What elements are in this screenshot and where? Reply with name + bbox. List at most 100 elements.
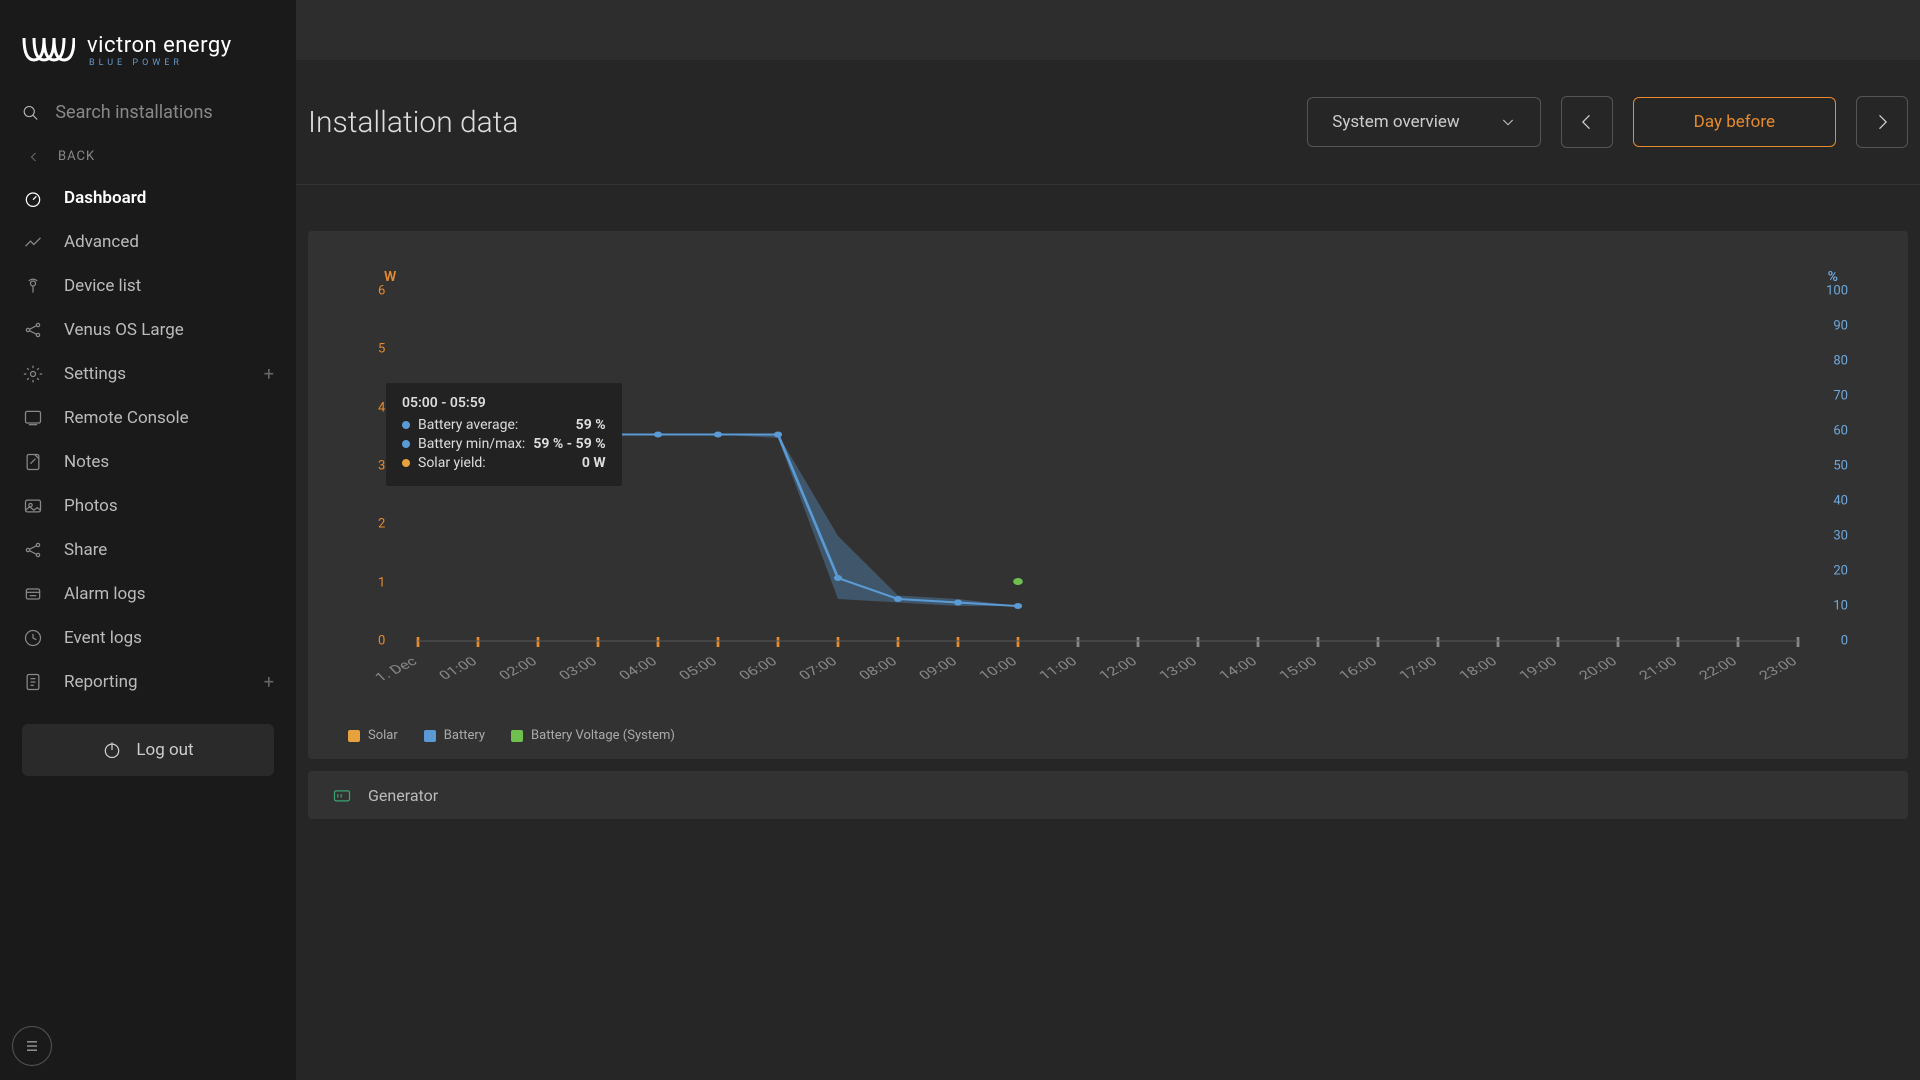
svg-text:14:00: 14:00 bbox=[1216, 654, 1261, 683]
brand-name: victron energy bbox=[87, 33, 232, 58]
svg-text:17:00: 17:00 bbox=[1396, 654, 1441, 683]
legend-item[interactable]: Battery Voltage (System) bbox=[511, 728, 675, 743]
y-right-tick: 30 bbox=[1833, 529, 1848, 544]
venus-icon bbox=[22, 319, 44, 341]
tooltip-row: Battery average:59 % bbox=[402, 417, 606, 433]
topbar bbox=[296, 0, 1920, 60]
nav-item-alarm-logs[interactable]: Alarm logs bbox=[0, 572, 296, 616]
power-icon bbox=[102, 740, 122, 760]
settings-icon bbox=[22, 363, 44, 385]
nav-label: Advanced bbox=[64, 232, 139, 252]
nav-item-dashboard[interactable]: Dashboard bbox=[0, 176, 296, 220]
nav-item-remote-console[interactable]: Remote Console bbox=[0, 396, 296, 440]
svg-text:08:00: 08:00 bbox=[856, 654, 901, 683]
brand-logo: victron energy BLUE POWER bbox=[0, 0, 296, 90]
y-left-tick: 5 bbox=[378, 342, 385, 357]
svg-text:18:00: 18:00 bbox=[1456, 654, 1501, 683]
svg-text:20:00: 20:00 bbox=[1576, 654, 1621, 683]
chart-tooltip: 05:00 - 05:59 Battery average:59 % Batter… bbox=[386, 383, 622, 486]
nav-label: Event logs bbox=[64, 628, 142, 648]
svg-text:06:00: 06:00 bbox=[736, 654, 781, 683]
nav-item-venus-os-large[interactable]: Venus OS Large bbox=[0, 308, 296, 352]
y-left-tick: 3 bbox=[378, 459, 385, 474]
nav-item-event-logs[interactable]: Event logs bbox=[0, 616, 296, 660]
y-right-tick: 60 bbox=[1833, 424, 1848, 439]
chart-plot[interactable]: 1. Dec01:0002:0003:0004:0005:0006:0007:0… bbox=[418, 291, 1798, 641]
view-dropdown[interactable]: System overview bbox=[1307, 97, 1540, 147]
nav-label: Device list bbox=[64, 276, 141, 296]
y-left-tick: 1 bbox=[378, 575, 385, 590]
svg-text:16:00: 16:00 bbox=[1336, 654, 1381, 683]
generator-card[interactable]: Generator bbox=[308, 771, 1908, 819]
page-header: Installation data System overview Day be… bbox=[296, 60, 1920, 185]
chart-card: W % 0123456 0102030405060708090100 1. De… bbox=[308, 231, 1908, 759]
next-day-button[interactable] bbox=[1856, 96, 1908, 148]
y-left-tick: 0 bbox=[378, 634, 385, 649]
day-before-label: Day before bbox=[1694, 112, 1775, 132]
nav-item-share[interactable]: Share bbox=[0, 528, 296, 572]
nav-label: Remote Console bbox=[64, 408, 189, 428]
y-right-tick: 10 bbox=[1833, 599, 1848, 614]
nav-list: Dashboard Advanced Device list Venus OS Lar… bbox=[0, 176, 296, 704]
nav-label: Alarm logs bbox=[64, 584, 146, 604]
nav-item-settings[interactable]: Settings+ bbox=[0, 352, 296, 396]
y-right-tick: 80 bbox=[1833, 354, 1848, 369]
svg-text:15:00: 15:00 bbox=[1276, 654, 1321, 683]
search-row[interactable] bbox=[0, 90, 296, 135]
notes-icon bbox=[22, 451, 44, 473]
nav-label: Notes bbox=[64, 452, 109, 472]
dashboard-icon bbox=[22, 187, 44, 209]
advanced-icon bbox=[22, 231, 44, 253]
nav-item-device-list[interactable]: Device list bbox=[0, 264, 296, 308]
nav-item-advanced[interactable]: Advanced bbox=[0, 220, 296, 264]
plus-icon[interactable]: + bbox=[264, 672, 274, 693]
back-label: BACK bbox=[58, 149, 95, 164]
prev-day-button[interactable] bbox=[1561, 96, 1613, 148]
svg-text:10:00: 10:00 bbox=[976, 654, 1021, 683]
nav-label: Venus OS Large bbox=[64, 320, 184, 340]
logout-button[interactable]: Log out bbox=[22, 724, 274, 776]
svg-text:07:00: 07:00 bbox=[796, 654, 841, 683]
y-right-tick: 70 bbox=[1833, 389, 1848, 404]
nav-label: Share bbox=[64, 540, 107, 560]
svg-text:12:00: 12:00 bbox=[1096, 654, 1141, 683]
brand-tagline: BLUE POWER bbox=[89, 58, 232, 68]
y-right-tick: 0 bbox=[1841, 634, 1848, 649]
svg-text:05:00: 05:00 bbox=[676, 654, 721, 683]
nav-item-notes[interactable]: Notes bbox=[0, 440, 296, 484]
chart-area[interactable]: W % 0123456 0102030405060708090100 1. De… bbox=[348, 261, 1868, 671]
day-before-button[interactable]: Day before bbox=[1633, 97, 1836, 147]
chevron-right-icon bbox=[1872, 112, 1892, 132]
tooltip-row: Battery min/max:59 % - 59 % bbox=[402, 436, 606, 452]
svg-text:03:00: 03:00 bbox=[556, 654, 601, 683]
svg-text:02:00: 02:00 bbox=[496, 654, 541, 683]
tooltip-row: Solar yield:0 W bbox=[402, 455, 606, 471]
nav-item-reporting[interactable]: Reporting+ bbox=[0, 660, 296, 704]
y-right-tick: 90 bbox=[1833, 319, 1848, 334]
main-area: Installation data System overview Day be… bbox=[296, 0, 1920, 1080]
y-left-tick: 4 bbox=[378, 400, 385, 415]
help-fab[interactable] bbox=[12, 1026, 52, 1066]
alarm-icon bbox=[22, 583, 44, 605]
page-title: Installation data bbox=[296, 105, 519, 140]
svg-text:09:00: 09:00 bbox=[916, 654, 961, 683]
device-icon bbox=[22, 275, 44, 297]
svg-text:22:00: 22:00 bbox=[1696, 654, 1741, 683]
legend-item[interactable]: Battery bbox=[424, 728, 485, 743]
svg-text:23:00: 23:00 bbox=[1756, 654, 1801, 683]
y-right-tick: 20 bbox=[1833, 564, 1848, 579]
chevron-down-icon bbox=[1500, 114, 1516, 130]
plus-icon[interactable]: + bbox=[264, 364, 274, 385]
nav-item-photos[interactable]: Photos bbox=[0, 484, 296, 528]
nav-label: Dashboard bbox=[64, 188, 146, 208]
tooltip-title: 05:00 - 05:59 bbox=[402, 395, 606, 411]
search-input[interactable] bbox=[55, 102, 274, 123]
svg-text:01:00: 01:00 bbox=[436, 654, 481, 683]
back-button[interactable]: BACK bbox=[0, 135, 296, 176]
list-icon bbox=[22, 1036, 42, 1056]
generator-label: Generator bbox=[368, 786, 438, 805]
y-right-tick: 40 bbox=[1833, 494, 1848, 509]
svg-text:1. Dec: 1. Dec bbox=[372, 654, 421, 685]
console-icon bbox=[22, 407, 44, 429]
legend-item[interactable]: Solar bbox=[348, 728, 398, 743]
